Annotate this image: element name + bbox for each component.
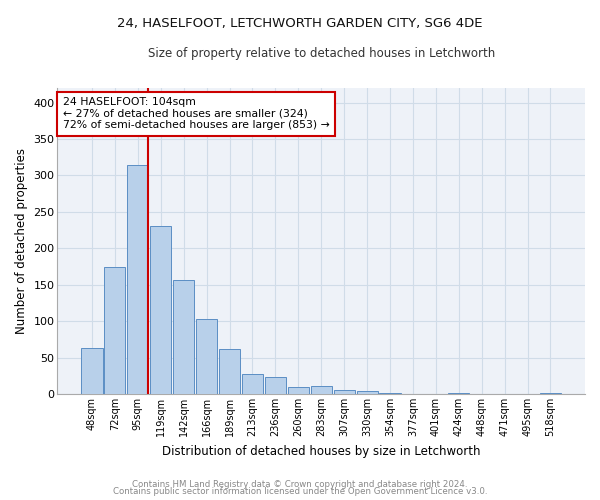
Text: Contains HM Land Registry data © Crown copyright and database right 2024.: Contains HM Land Registry data © Crown c…	[132, 480, 468, 489]
X-axis label: Distribution of detached houses by size in Letchworth: Distribution of detached houses by size …	[162, 444, 481, 458]
Bar	[334, 390, 355, 394]
Bar	[104, 266, 125, 394]
Bar	[356, 391, 377, 394]
Bar	[265, 378, 286, 394]
Bar	[288, 388, 309, 394]
Text: 24 HASELFOOT: 104sqm
← 27% of detached houses are smaller (324)
72% of semi-deta: 24 HASELFOOT: 104sqm ← 27% of detached h…	[63, 97, 329, 130]
Text: Contains public sector information licensed under the Open Government Licence v3: Contains public sector information licen…	[113, 488, 487, 496]
Text: 24, HASELFOOT, LETCHWORTH GARDEN CITY, SG6 4DE: 24, HASELFOOT, LETCHWORTH GARDEN CITY, S…	[117, 18, 483, 30]
Bar	[150, 226, 172, 394]
Bar	[127, 164, 148, 394]
Y-axis label: Number of detached properties: Number of detached properties	[15, 148, 28, 334]
Bar	[311, 386, 332, 394]
Bar	[196, 319, 217, 394]
Bar	[173, 280, 194, 394]
Title: Size of property relative to detached houses in Letchworth: Size of property relative to detached ho…	[148, 48, 495, 60]
Bar	[242, 374, 263, 394]
Bar	[219, 349, 240, 394]
Bar	[82, 348, 103, 394]
